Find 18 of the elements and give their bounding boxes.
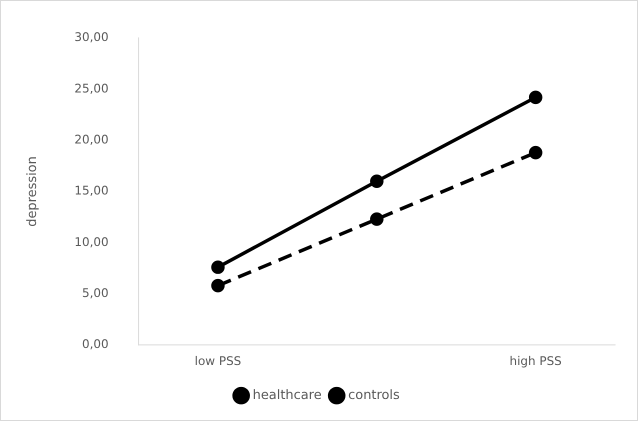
x-tick-label: high PSS [510, 354, 562, 368]
point [211, 278, 225, 292]
y-tick-label: 5,00 [82, 286, 109, 300]
y-axis-title: depression [25, 156, 40, 227]
x-tick-label: low PSS [194, 354, 242, 368]
point [528, 146, 542, 160]
point [370, 174, 384, 188]
point [211, 260, 225, 274]
y-tick-label: 30,00 [74, 30, 109, 44]
y-tick-label: 15,00 [74, 184, 109, 198]
point [370, 212, 384, 226]
legend-label: healthcare [252, 388, 322, 403]
y-tick-label: 10,00 [74, 234, 109, 249]
y-tick-label: 25,00 [74, 81, 109, 96]
y-tick-label: 0,00 [82, 337, 109, 352]
point [528, 90, 542, 104]
y-tick-label: 20,00 [74, 132, 109, 146]
legend-label: controls [348, 388, 400, 403]
